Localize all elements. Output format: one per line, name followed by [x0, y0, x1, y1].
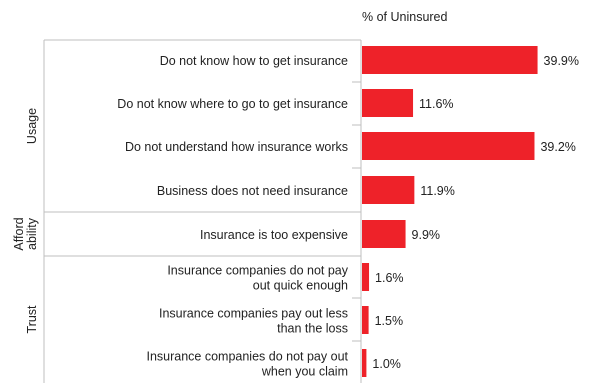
data-label: 39.9% [544, 54, 579, 68]
bar [362, 263, 370, 291]
bar [362, 132, 535, 160]
value-axis-header: % of Uninsured [362, 10, 448, 24]
category-label: Insurance companies pay out less than the… [159, 307, 348, 336]
group-label: Trust [25, 305, 39, 334]
category-label: Do not know where to go to get insurance [117, 97, 348, 111]
bar [362, 89, 414, 117]
category-label: Insurance is too expensive [200, 228, 348, 242]
data-label: 1.5% [375, 314, 404, 328]
data-label: 1.0% [372, 357, 401, 371]
data-label: 39.2% [540, 140, 575, 154]
group-label: Usage [25, 108, 39, 144]
bar [362, 176, 415, 204]
data-label: 1.6% [375, 271, 404, 285]
bar [362, 306, 369, 334]
data-label: 11.9% [420, 184, 455, 198]
bar [362, 220, 406, 248]
category-label: Insurance companies do not pay out quick … [167, 264, 348, 293]
bar [362, 46, 538, 74]
data-label: 11.6% [419, 97, 454, 111]
category-label: Insurance companies do not pay out when y… [146, 350, 348, 379]
group-label: Affordability [12, 217, 39, 250]
bar [362, 349, 367, 377]
category-label: Do not know how to get insurance [160, 54, 348, 68]
category-label: Do not understand how insurance works [125, 140, 348, 154]
category-label: Business does not need insurance [157, 184, 348, 198]
data-label: 9.9% [412, 228, 441, 242]
